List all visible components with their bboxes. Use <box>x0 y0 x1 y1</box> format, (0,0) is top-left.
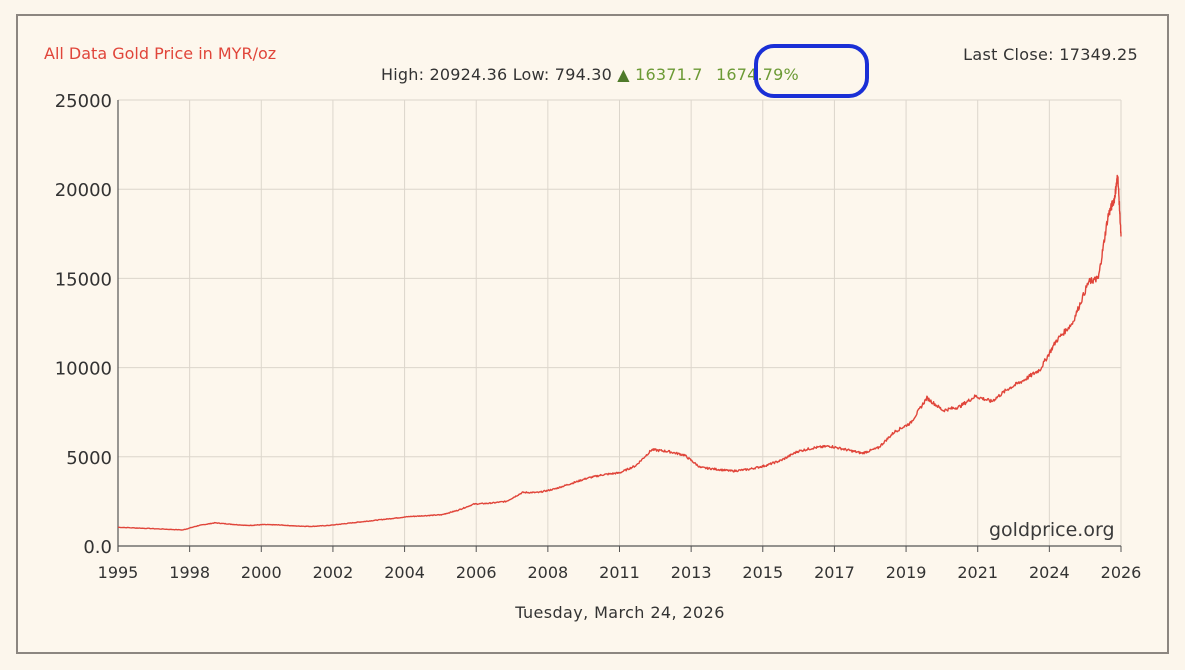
y-tick-label: 15000 <box>55 269 112 290</box>
x-tick-label: 2026 <box>1101 563 1142 582</box>
date-label: Tuesday, March 24, 2026 <box>515 603 725 622</box>
x-tick-label: 2002 <box>313 563 354 582</box>
x-tick-labels: 1995 1998 2000 2002 2004 2006 2008 2011 2013 2015… <box>98 563 1142 582</box>
high-value: High: 20924.36 <box>381 65 508 84</box>
x-tick-label: 2019 <box>886 563 927 582</box>
x-tick-label: 2004 <box>384 563 425 582</box>
up-arrow-icon: ▲ <box>617 65 630 84</box>
series <box>118 174 1122 531</box>
y-tick-label: 0.0 <box>83 537 112 558</box>
x-tick-label: 2017 <box>814 563 855 582</box>
chart-title: All Data Gold Price in MYR/oz <box>44 44 277 63</box>
price-stats: High: 20924.36 Low: 794.30 ▲ 16371.7 167… <box>381 65 799 84</box>
x-tick-label: 1998 <box>169 563 210 582</box>
x-tick-label: 2013 <box>671 563 712 582</box>
x-tick-label: 2006 <box>456 563 497 582</box>
x-tick-label: 2000 <box>241 563 282 582</box>
x-tick-label: 1995 <box>98 563 139 582</box>
y-tick-label: 20000 <box>55 180 112 201</box>
highlight-annotation <box>754 44 869 98</box>
y-tick-label: 25000 <box>55 91 112 112</box>
x-tick-label: 2015 <box>742 563 783 582</box>
last-close: Last Close: 17349.25 <box>963 45 1138 64</box>
change-absolute: 16371.7 <box>635 65 703 84</box>
x-tick-label: 2008 <box>527 563 568 582</box>
x-tick-label: 2024 <box>1029 563 1070 582</box>
x-tick-label: 2021 <box>957 563 998 582</box>
price-line <box>118 174 1122 531</box>
axes <box>117 100 1122 552</box>
y-tick-label: 10000 <box>55 359 112 380</box>
y-tick-labels: 0.0 5000 10000 15000 20000 25000 <box>55 91 112 558</box>
y-tick-label: 5000 <box>66 448 112 469</box>
chart-frame <box>16 14 1169 654</box>
x-tick-label: 2011 <box>599 563 640 582</box>
grid <box>118 99 1122 546</box>
low-value: Low: 794.30 <box>512 65 612 84</box>
watermark: goldprice.org <box>989 519 1115 541</box>
